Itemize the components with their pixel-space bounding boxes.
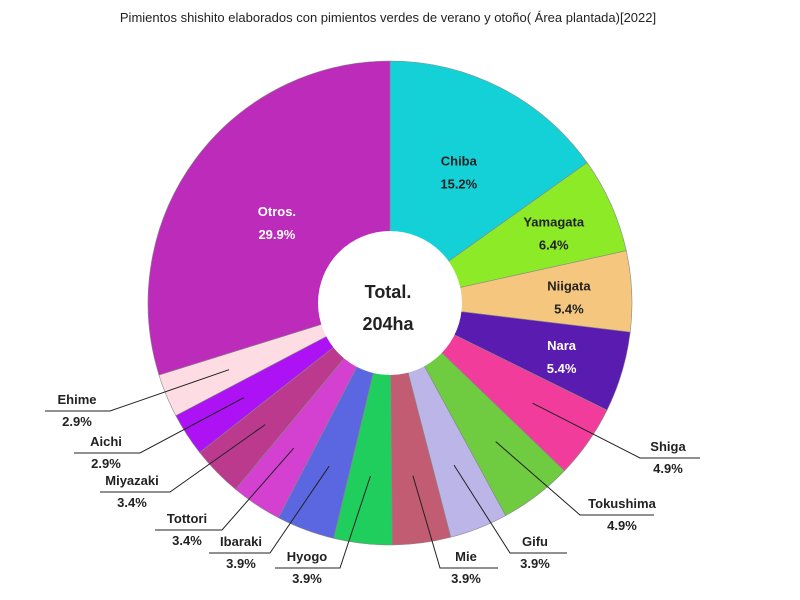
label-otros-name: Otros. <box>258 204 296 219</box>
label-niigata-name: Niigata <box>547 278 591 293</box>
slice-chiba[interactable] <box>389 60 588 304</box>
label-shiga-percent: 4.9% <box>653 461 683 476</box>
label-hyogo-percent: 3.9% <box>292 571 322 586</box>
leader-line-gifu <box>453 464 567 554</box>
label-hyogo-name: Hyogo <box>287 549 328 564</box>
label-otros-percent: 29.9% <box>258 227 295 242</box>
label-chiba-name: Chiba <box>441 154 478 169</box>
center-total-value: 204ha <box>362 314 414 334</box>
label-gifu-percent: 3.9% <box>520 556 550 571</box>
leader-line-mie <box>412 475 498 569</box>
label-miyazaki-name: Miyazaki <box>105 473 158 488</box>
labels-group: Chiba 15.2% Yamagata 6.4% Niigata 5.4% Nara 5.4… <box>45 154 700 586</box>
label-shiga-name: Shiga <box>650 439 686 454</box>
leader-line-miyazaki <box>100 424 266 493</box>
label-chiba-percent: 15.2% <box>440 177 477 192</box>
leader-line-aichi <box>74 397 245 454</box>
label-mie-name: Mie <box>455 549 477 564</box>
leader-line-shiga <box>532 402 700 459</box>
leader-line-hyogo <box>275 475 371 569</box>
label-nara-percent: 5.4% <box>547 361 577 376</box>
leader-line-ibaraki <box>209 465 330 554</box>
label-yamagata-name: Yamagata <box>523 214 584 229</box>
label-ibaraki-name: Ibaraki <box>220 534 262 549</box>
leader-line-tokushima <box>495 441 654 516</box>
label-tokushima-percent: 4.9% <box>607 518 637 533</box>
label-aichi-name: Aichi <box>90 434 122 449</box>
label-niigata-percent: 5.4% <box>554 301 584 316</box>
center-total-label: Total. <box>365 282 412 302</box>
label-miyazaki-percent: 3.4% <box>117 495 147 510</box>
label-mie-percent: 3.9% <box>451 571 481 586</box>
label-tokushima-name: Tokushima <box>588 496 656 511</box>
chart-title: Pimientos shishito elaborados con pimien… <box>120 10 656 25</box>
label-ehime-name: Ehime <box>57 392 96 407</box>
label-ibaraki-percent: 3.9% <box>226 556 256 571</box>
label-yamagata-percent: 6.4% <box>539 237 569 252</box>
label-tottori-name: Tottori <box>167 511 207 526</box>
label-aichi-percent: 2.9% <box>91 456 121 471</box>
label-tottori-percent: 3.4% <box>172 533 202 548</box>
donut-hole <box>318 231 462 375</box>
label-ehime-percent: 2.9% <box>62 414 92 429</box>
label-nara-name: Nara <box>547 338 577 353</box>
leader-line-ehime <box>45 369 230 412</box>
leader-line-tottori <box>155 447 295 531</box>
label-gifu-name: Gifu <box>522 534 548 549</box>
